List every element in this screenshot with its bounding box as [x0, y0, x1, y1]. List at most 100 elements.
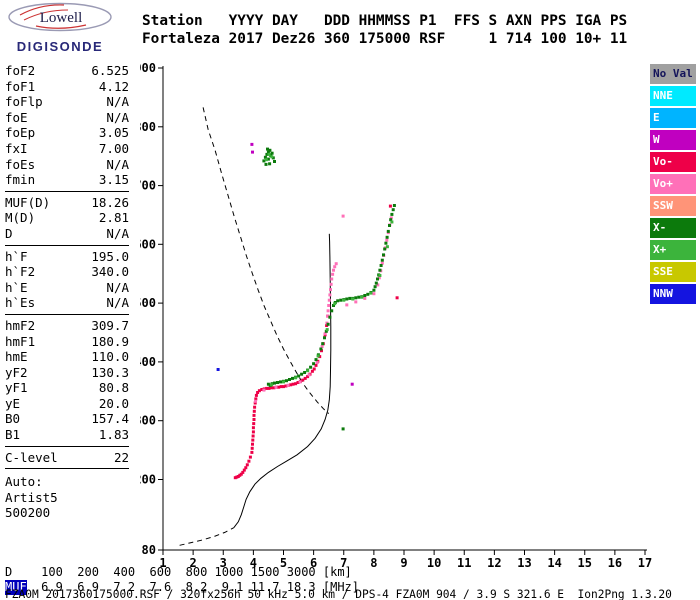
echo-point — [315, 361, 319, 364]
param-value: N/A — [106, 295, 129, 311]
legend-item-vo_plus: Vo+ — [650, 174, 696, 194]
echo-point — [336, 299, 340, 303]
param-label: h`Es — [5, 295, 36, 311]
echo-point — [291, 382, 295, 386]
echo-point — [350, 382, 354, 386]
distance-muf-table: D 100 200 400 600 800 1000 1500 3000 [km… — [5, 565, 359, 595]
echo-point — [363, 294, 367, 297]
echo-point — [363, 296, 367, 300]
x-tick-label: 8 — [370, 556, 377, 570]
echo-point — [357, 295, 361, 299]
param-value: 340.0 — [91, 264, 129, 280]
legend-item-x_minus: X- — [650, 218, 696, 238]
legend-item-e: E — [650, 108, 696, 128]
param-row-yf1: yF1 80.8 — [5, 380, 129, 396]
param-row-hme: hmE 110.0 — [5, 349, 129, 365]
param-label: hmE — [5, 349, 28, 365]
param-row-b1: B1 1.83 — [5, 427, 129, 443]
echo-point — [251, 430, 255, 434]
echo-point — [323, 336, 326, 340]
param-group: foF2 6.525 foF1 4.12 foFlp N/A foE N/A foEp 3.05 f… — [5, 63, 129, 192]
y-tick-label: 600 — [140, 237, 156, 251]
echo-point — [252, 409, 256, 413]
param-label: MUF(D) — [5, 194, 51, 210]
echo-point — [323, 332, 327, 336]
y-tick-label: 300 — [140, 414, 156, 428]
param-label: C-level — [5, 449, 58, 465]
param-row-hf: h`F 195.0 — [5, 249, 129, 265]
muf-row: MUF 6.9 6.9 7.2 7.6 8.2 9.1 11.7 18.3 [M… — [5, 580, 359, 595]
param-label: M(D) — [5, 210, 36, 226]
echo-point — [384, 241, 388, 245]
echo-point — [264, 158, 268, 162]
echo-point — [252, 418, 256, 421]
param-row-yf2: yF2 130.3 — [5, 365, 129, 381]
echo-point — [386, 229, 390, 233]
x-tick-label: 15 — [578, 556, 592, 570]
param-value: 2.81 — [98, 210, 129, 226]
param-row-hes: h`Es N/A — [5, 295, 129, 311]
echo-point — [251, 442, 254, 446]
echo-point — [348, 296, 352, 300]
echo-point — [316, 354, 320, 358]
param-label: fxI — [5, 140, 28, 156]
echo-point — [351, 297, 355, 301]
legend-item-nne: NNE — [650, 86, 696, 106]
y-tick-label: 900 — [140, 61, 156, 75]
param-row-hmf1: hmF1 180.9 — [5, 334, 129, 350]
echo-point — [319, 347, 323, 351]
echo-point — [252, 422, 256, 426]
echo-point — [377, 276, 381, 280]
echo-point — [303, 376, 307, 380]
echo-point — [267, 152, 271, 156]
echo-point — [391, 208, 395, 212]
echo-point — [345, 303, 349, 307]
echo-point — [376, 283, 380, 287]
echo-point — [288, 378, 291, 381]
echo-point — [273, 160, 276, 163]
param-group: hmF2 309.7 hmF1 180.9 hmE 110.0 yF2 130.3 yF1 80.… — [5, 318, 129, 447]
echo-point — [392, 204, 396, 207]
param-label: fmin — [5, 172, 36, 188]
param-label: B1 — [5, 427, 21, 443]
profile-dashed-tail — [179, 527, 235, 546]
echo-point — [279, 380, 282, 384]
echo-point — [244, 466, 248, 470]
lowell-logo-icon: Lowell — [8, 2, 112, 32]
param-value: 3.05 — [98, 125, 129, 141]
echo-point — [254, 397, 258, 401]
param-label: h`F — [5, 248, 28, 264]
param-value: 6.525 — [91, 63, 129, 78]
echo-point — [382, 253, 385, 257]
echo-point — [256, 391, 260, 394]
echo-point — [306, 369, 310, 373]
echo-point — [318, 355, 322, 359]
echo-point — [385, 245, 389, 249]
echo-point — [265, 152, 269, 156]
param-value: N/A — [106, 156, 129, 172]
legend: No Val NNE E W Vo- Vo+ SSW X- X+ SSE NNW — [650, 64, 696, 306]
echo-point — [395, 296, 399, 300]
param-panel: foF2 6.525 foF1 4.12 foFlp N/A foE N/A foEp 3.05 f… — [5, 63, 129, 527]
legend-item-w: W — [650, 130, 696, 150]
echo-point — [385, 238, 389, 242]
echo-point — [270, 155, 274, 159]
echo-point — [216, 368, 220, 371]
header: Station YYYY DAY DDD HHMMSS P1 FFS S AXN… — [142, 12, 627, 48]
echo-point — [248, 455, 252, 459]
param-label: hmF2 — [5, 317, 36, 333]
echo-point — [332, 268, 335, 272]
echo-point — [266, 147, 269, 151]
echo-point — [250, 142, 254, 146]
param-value: 195.0 — [91, 248, 129, 264]
echo-point — [329, 282, 333, 286]
muf-row-label: MUF — [5, 580, 27, 595]
echo-point — [257, 389, 261, 393]
legend-item-ssw: SSW — [650, 196, 696, 216]
x-tick-label: 9 — [400, 556, 407, 570]
param-label: foF2 — [5, 63, 36, 78]
x-tick-label: 17 — [638, 556, 652, 570]
echo-point — [309, 365, 313, 369]
x-tick-label: 11 — [457, 556, 471, 570]
param-row-mufd: MUF(D) 18.26 — [5, 195, 129, 211]
